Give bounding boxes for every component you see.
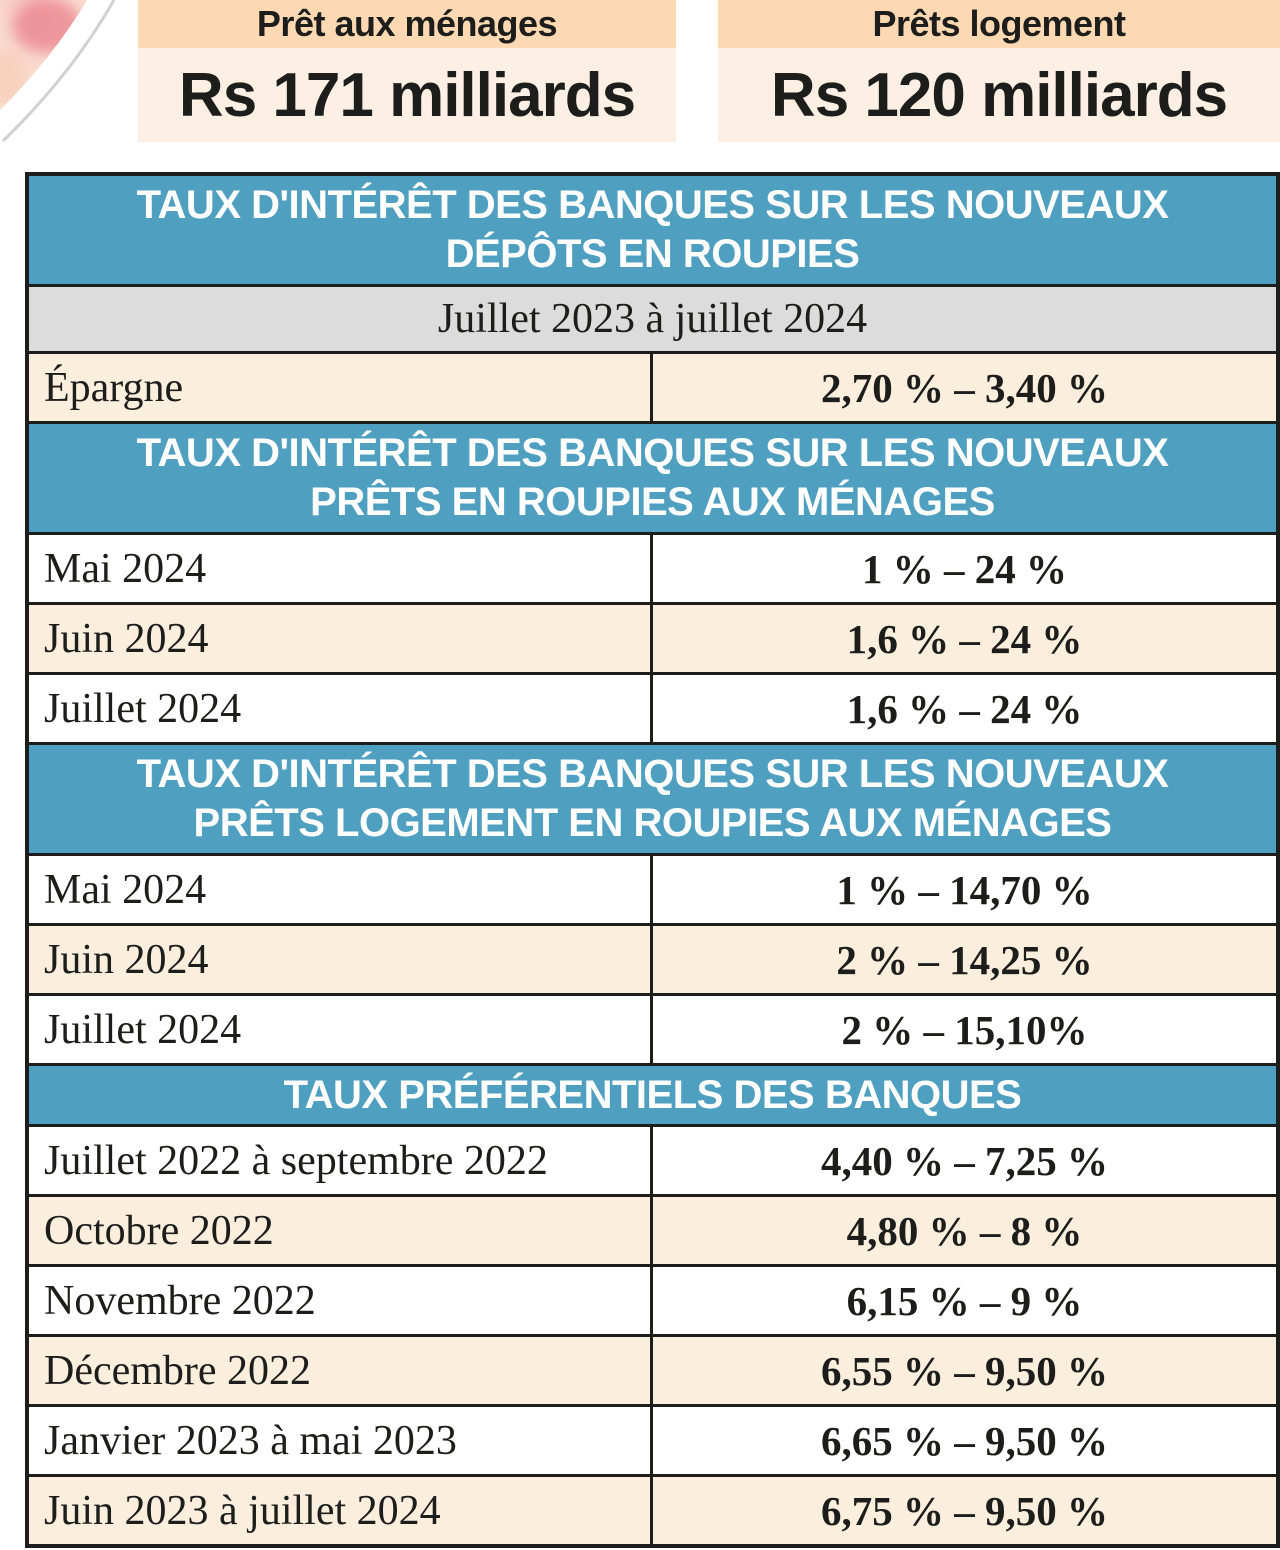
section-header-preferential-rates: TAUX PRÉFÉRENTIELS DES BANQUES: [29, 1063, 1276, 1124]
table-row: Juillet 2022 à septembre 2022 4,40 % – 7…: [29, 1124, 1276, 1194]
section-subheader: Juillet 2023 à juillet 2024: [29, 284, 1276, 351]
row-value-cell: 1 % – 14,70 %: [836, 866, 1093, 913]
section-header-line: TAUX D'INTÉRÊT DES BANQUES SUR LES NOUVE…: [136, 431, 1169, 476]
corner-photo-fragment: [0, 0, 150, 240]
card-label: Prêts logement: [718, 0, 1280, 48]
row-label-cell: Mai 2024: [29, 856, 653, 923]
row-label-cell: Juillet 2024: [29, 675, 653, 742]
table-row: Janvier 2023 à mai 2023 6,65 % – 9,50 %: [29, 1404, 1276, 1474]
section-header-line: DÉPÔTS EN ROUPIES: [445, 232, 860, 276]
row-label-cell: Juillet 2022 à septembre 2022: [29, 1127, 653, 1194]
row-value-cell: 2 % – 14,25 %: [836, 936, 1093, 983]
section-header-line: PRÊTS EN ROUPIES AUX MÉNAGES: [310, 480, 995, 524]
table-row: Juin 2023 à juillet 2024 6,75 % – 9,50 %: [29, 1474, 1276, 1544]
table-row: Octobre 2022 4,80 % – 8 %: [29, 1194, 1276, 1264]
row-value-cell: 2,70 % – 3,40 %: [821, 364, 1108, 411]
section-header-line: TAUX D'INTÉRÊT DES BANQUES SUR LES NOUVE…: [136, 183, 1169, 228]
table-row: Juin 2024 1,6 % – 24 %: [29, 602, 1276, 672]
row-label-cell: Épargne: [29, 354, 653, 421]
table-row: Juillet 2024 1,6 % – 24 %: [29, 672, 1276, 742]
card-label: Prêt aux ménages: [138, 0, 676, 48]
row-value-cell: 1,6 % – 24 %: [846, 685, 1083, 732]
row-value-cell: 6,65 % – 9,50 %: [821, 1417, 1108, 1464]
row-value-cell: 6,75 % – 9,50 %: [821, 1487, 1108, 1534]
table-row: Épargne 2,70 % – 3,40 %: [29, 351, 1276, 421]
loan-households-card: Prêt aux ménages Rs 171 milliards: [138, 0, 676, 142]
row-value-cell: 6,55 % – 9,50 %: [821, 1347, 1108, 1394]
card-value: Rs 171 milliards: [138, 48, 676, 142]
row-value-cell: 1 % – 24 %: [862, 545, 1067, 592]
section-header-line: TAUX PRÉFÉRENTIELS DES BANQUES: [283, 1072, 1022, 1117]
section-header-line: TAUX D'INTÉRÊT DES BANQUES SUR LES NOUVE…: [136, 752, 1169, 797]
table-row: Décembre 2022 6,55 % – 9,50 %: [29, 1334, 1276, 1404]
row-label-cell: Juin 2024: [29, 605, 653, 672]
row-label-cell: Novembre 2022: [29, 1267, 653, 1334]
card-value: Rs 120 milliards: [718, 48, 1280, 142]
housing-loans-card: Prêts logement Rs 120 milliards: [718, 0, 1280, 142]
table-row: Juillet 2024 2 % – 15,10%: [29, 993, 1276, 1063]
row-label-cell: Octobre 2022: [29, 1197, 653, 1264]
row-label-cell: Juin 2023 à juillet 2024: [29, 1477, 653, 1544]
row-value-cell: 6,15 % – 9 %: [846, 1277, 1083, 1324]
section-header-housing-loans: TAUX D'INTÉRÊT DES BANQUES SUR LES NOUVE…: [29, 742, 1276, 853]
table-row: Juin 2024 2 % – 14,25 %: [29, 923, 1276, 993]
table-row: Novembre 2022 6,15 % – 9 %: [29, 1264, 1276, 1334]
row-value-cell: 4,40 % – 7,25 %: [821, 1137, 1108, 1184]
row-value-cell: 2 % – 15,10%: [841, 1006, 1088, 1053]
section-header-deposits: TAUX D'INTÉRÊT DES BANQUES SUR LES NOUVE…: [29, 176, 1276, 284]
row-label-cell: Décembre 2022: [29, 1337, 653, 1404]
row-value-cell: 4,80 % – 8 %: [846, 1207, 1083, 1254]
row-label-cell: Juin 2024: [29, 926, 653, 993]
table-row: Mai 2024 1 % – 24 %: [29, 532, 1276, 602]
section-header-line: PRÊTS LOGEMENT EN ROUPIES AUX MÉNAGES: [193, 801, 1112, 845]
row-label-cell: Juillet 2024: [29, 996, 653, 1063]
corner-photo-edge-icon: [0, 0, 116, 143]
table-row: Mai 2024 1 % – 14,70 %: [29, 853, 1276, 923]
row-value-cell: 1,6 % – 24 %: [846, 615, 1083, 662]
interest-rates-table: TAUX D'INTÉRÊT DES BANQUES SUR LES NOUVE…: [25, 172, 1280, 1548]
section-header-household-loans: TAUX D'INTÉRÊT DES BANQUES SUR LES NOUVE…: [29, 421, 1276, 532]
row-label-cell: Mai 2024: [29, 535, 653, 602]
row-label-cell: Janvier 2023 à mai 2023: [29, 1407, 653, 1474]
